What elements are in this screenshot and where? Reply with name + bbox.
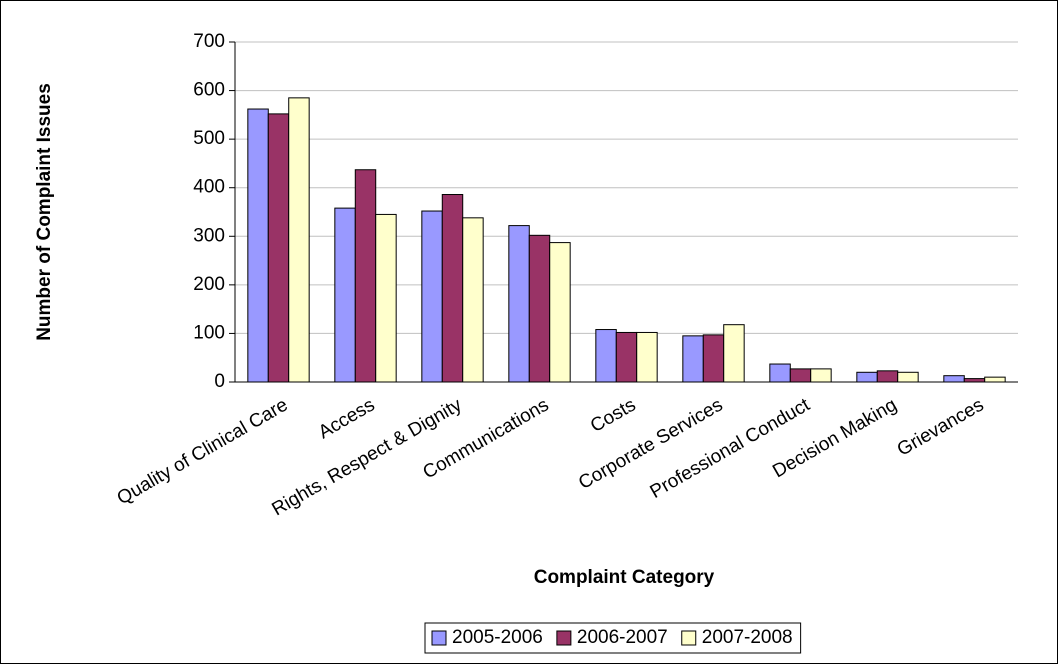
- bar: [897, 371, 919, 383]
- bar: [636, 331, 658, 383]
- bar: [876, 370, 899, 383]
- y-tick-label: 200: [193, 274, 225, 295]
- bar: [334, 207, 356, 383]
- bar: [615, 331, 638, 383]
- bar: [723, 324, 745, 383]
- bar: [462, 217, 484, 383]
- y-axis-title: Number of Complaint Issues: [34, 83, 55, 341]
- bar: [441, 194, 464, 383]
- x-axis-title: Complaint Category: [534, 567, 715, 588]
- y-tick-label: 700: [193, 31, 225, 52]
- bar: [595, 329, 617, 383]
- legend-swatch: [431, 630, 447, 646]
- bar: [528, 234, 551, 383]
- bar: [267, 113, 290, 383]
- legend-swatch: [556, 630, 572, 646]
- bar: [682, 335, 704, 383]
- y-tick-label: 300: [193, 225, 225, 246]
- y-tick-label: 0: [214, 371, 225, 392]
- bar: [943, 375, 965, 383]
- bar: [984, 376, 1006, 383]
- legend-box: [424, 622, 802, 654]
- legend-swatch: [681, 630, 697, 646]
- y-tick-label: 500: [193, 128, 225, 149]
- y-tick-label: 400: [193, 177, 225, 198]
- bar: [421, 210, 443, 383]
- bar: [375, 213, 397, 383]
- legend-label: 2007-2008: [702, 627, 793, 648]
- bar: [549, 242, 571, 383]
- bar: [702, 334, 725, 383]
- bar: [810, 368, 832, 383]
- bar: [769, 363, 791, 383]
- y-tick-label: 600: [193, 80, 225, 101]
- bar: [288, 97, 310, 383]
- bar: [247, 108, 269, 383]
- bar: [789, 368, 812, 383]
- legend: 2005-2006 2006-2007 2007-2008: [424, 622, 802, 654]
- y-tick-label: 100: [193, 322, 225, 343]
- bar: [856, 371, 878, 383]
- legend-label: 2006-2007: [577, 627, 668, 648]
- bar: [963, 378, 986, 383]
- bar: [354, 169, 377, 383]
- bar: [508, 225, 530, 383]
- legend-label: 2005-2006: [452, 627, 543, 648]
